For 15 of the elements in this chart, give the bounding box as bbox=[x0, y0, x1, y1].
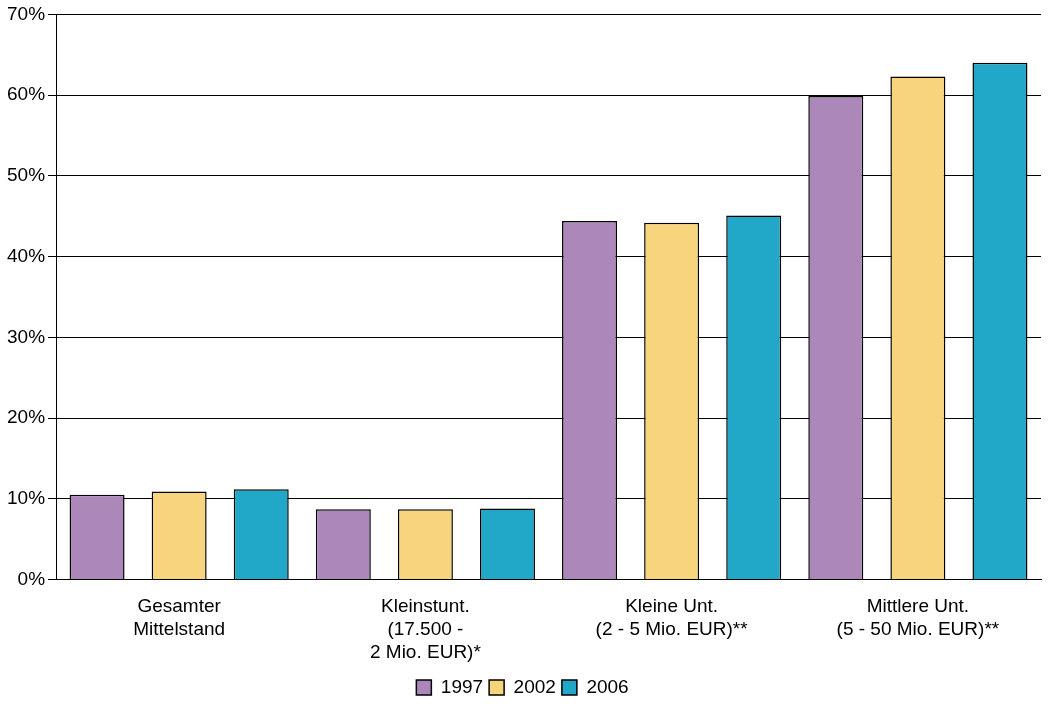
x-tick-label: Mittlere Unt. (5 - 50 Mio. EUR)** bbox=[836, 595, 1000, 640]
y-tick-label: 30% bbox=[7, 325, 46, 347]
y-tick-label: 60% bbox=[7, 83, 46, 105]
x-tick-label: Kleinstunt. (17.500 - 2 Mio. EUR)* bbox=[369, 595, 482, 662]
legend-label: 2002 bbox=[513, 675, 556, 697]
y-tick-label: 20% bbox=[7, 406, 46, 428]
y-tick-label: 70% bbox=[7, 2, 46, 24]
y-tick-label: 50% bbox=[7, 164, 46, 186]
legend-label: 1997 bbox=[440, 675, 484, 697]
y-tick-label: 0% bbox=[17, 567, 46, 589]
y-tick-label: 40% bbox=[7, 244, 46, 266]
legend-label: 2006 bbox=[586, 675, 629, 697]
x-tick-label: Gesamter Mittelstand bbox=[133, 595, 226, 640]
x-tick-label: Kleine Unt. (2 - 5 Mio. EUR)** bbox=[595, 595, 749, 640]
y-tick-label: 10% bbox=[7, 487, 46, 509]
